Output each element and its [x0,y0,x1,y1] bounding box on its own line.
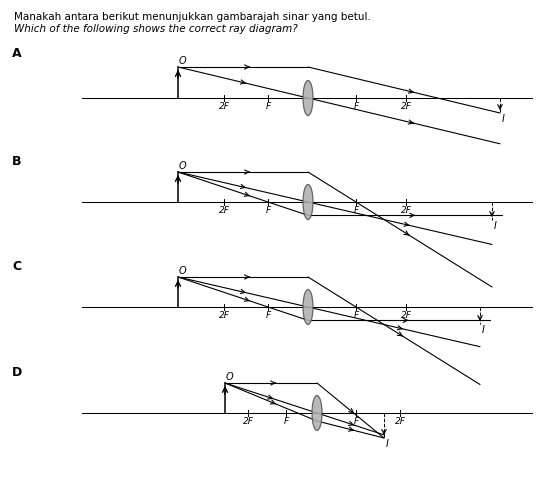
Ellipse shape [303,289,313,325]
Ellipse shape [312,395,322,430]
Text: A: A [12,47,22,60]
Text: I: I [502,114,505,124]
Text: Manakah antara berikut menunjukkan gambarajah sinar yang betul.: Manakah antara berikut menunjukkan gamba… [14,12,371,22]
Text: 2F: 2F [219,311,229,320]
Text: O: O [179,56,187,66]
Text: F: F [353,102,359,111]
Text: C: C [12,260,21,273]
Text: 2F: 2F [400,102,412,111]
Text: O: O [226,372,234,382]
Ellipse shape [303,184,313,220]
Text: O: O [179,161,187,171]
Text: F: F [266,311,270,320]
Text: O: O [179,266,187,276]
Text: 2F: 2F [394,417,405,426]
Text: I: I [386,439,389,449]
Text: B: B [12,155,22,168]
Text: 2F: 2F [400,206,412,215]
Text: F: F [353,206,359,215]
Text: I: I [494,221,497,231]
Text: F: F [266,206,270,215]
Text: Which of the following shows the correct ray diagram?: Which of the following shows the correct… [14,24,298,34]
Text: D: D [12,366,22,379]
Text: 2F: 2F [219,102,229,111]
Text: F: F [353,311,359,320]
Text: 2F: 2F [242,417,253,426]
Text: F: F [283,417,288,426]
Text: 2F: 2F [219,206,229,215]
Text: F: F [266,102,270,111]
Text: 2F: 2F [400,311,412,320]
Text: F: F [353,417,359,426]
Text: I: I [482,325,485,335]
Ellipse shape [303,81,313,116]
